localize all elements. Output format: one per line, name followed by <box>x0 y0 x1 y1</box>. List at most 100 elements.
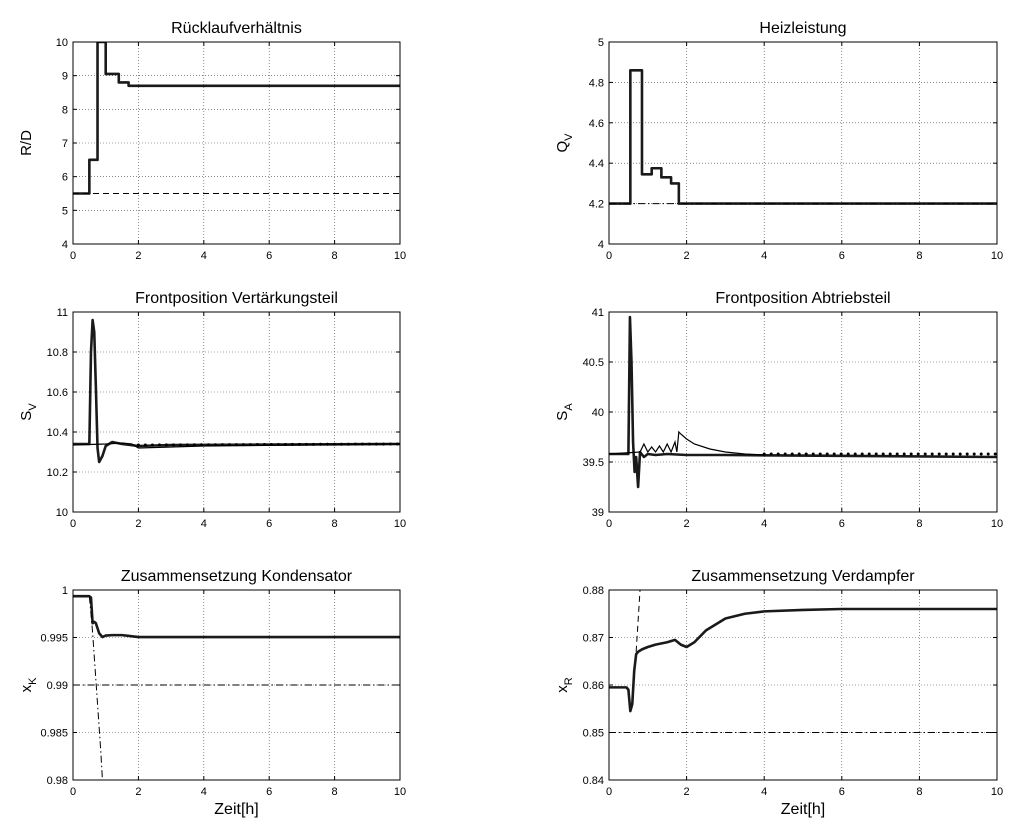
chart-title: Rücklaufverhältnis <box>171 20 302 37</box>
y-axis-label-main: R/D <box>18 130 35 156</box>
y-axis-label-main: Q <box>554 141 571 153</box>
x-tick-label: 2 <box>684 250 690 262</box>
y-tick-label: 0.99 <box>47 680 68 692</box>
chart-title: Heizleistung <box>759 20 846 37</box>
chart-heiz: Heizleistung 0 2 4 6 8 10 4 4.2 4.4 4.6 4.8 5 QV <box>554 20 1003 262</box>
y-tick-label: 4.8 <box>589 77 604 89</box>
y-tick-label: 4 <box>598 239 604 251</box>
x-tick-label: 0 <box>70 518 76 530</box>
y-tick-label: 4.2 <box>589 199 604 211</box>
y-axis-label: SA <box>554 403 575 421</box>
y-tick-label: 9 <box>62 71 68 83</box>
x-tick-label: 2 <box>135 518 141 530</box>
x-tick-label: 10 <box>991 518 1003 530</box>
x-tick-label: 8 <box>332 518 338 530</box>
x-tick-label: 8 <box>916 518 922 530</box>
x-tick-label: 2 <box>684 786 690 798</box>
series-line-ref <box>635 590 641 652</box>
y-tick-label: 0.86 <box>583 680 604 692</box>
y-axis-label: R/D <box>18 130 35 156</box>
y-tick-label: 11 <box>57 307 68 319</box>
series-group <box>73 42 400 195</box>
x-tick-label: 10 <box>394 518 406 530</box>
series-line-thin <box>609 430 765 456</box>
chart-title: Frontposition Abtriebsteil <box>715 290 890 307</box>
y-axis-label-subscript: R <box>563 677 575 685</box>
chart-front-v: Frontposition Vertärkungsteil 0 2 4 6 8 10 10 10… <box>18 290 406 530</box>
series-group <box>73 318 400 464</box>
y-axis-label: xK <box>18 677 39 693</box>
chart-title: Zusammensetzung Verdampfer <box>691 568 915 585</box>
y-axis-label-main: S <box>18 411 35 421</box>
y-tick-label: 0.88 <box>583 585 604 597</box>
x-tick-label: 6 <box>839 250 845 262</box>
y-tick-label: 40.5 <box>583 357 604 369</box>
y-tick-label: 4 <box>62 239 68 251</box>
y-tick-label: 0.87 <box>583 633 604 645</box>
y-axis-label-main: x <box>18 684 35 692</box>
y-tick-label: 10.8 <box>47 347 68 359</box>
chart-title: Zusammensetzung Kondensator <box>121 568 353 585</box>
x-tick-label: 2 <box>684 518 690 530</box>
plot-frame <box>608 589 998 781</box>
y-tick-label: 0.84 <box>583 775 604 787</box>
y-axis-label-subscript: V <box>27 403 39 411</box>
x-tick-label: 6 <box>266 250 272 262</box>
x-axis-label: Zeit[h] <box>781 801 825 818</box>
x-tick-label: 0 <box>606 250 612 262</box>
series-line-refdd <box>88 596 103 780</box>
y-tick-label: 0.985 <box>40 728 68 740</box>
x-tick-label: 10 <box>394 250 406 262</box>
x-tick-label: 8 <box>916 786 922 798</box>
x-tick-label: 8 <box>916 250 922 262</box>
x-tick-label: 2 <box>135 786 141 798</box>
series-line-dots <box>136 442 400 447</box>
x-tick-label: 4 <box>761 518 767 530</box>
y-tick-label: 7 <box>62 138 68 150</box>
chart-front-a: Frontposition Abtriebsteil 0 2 4 6 8 10 39 39.5 4… <box>554 290 1003 530</box>
y-tick-label: 4.4 <box>589 158 604 170</box>
x-tick-label: 6 <box>839 518 845 530</box>
series-line-main <box>609 68 997 205</box>
plot-frame <box>608 41 998 245</box>
y-tick-label: 39.5 <box>583 457 604 469</box>
x-tick-label: 4 <box>761 250 767 262</box>
series-line-main <box>73 318 400 464</box>
series-line-main <box>609 607 997 713</box>
y-tick-label: 39 <box>592 507 604 519</box>
x-tick-label: 0 <box>70 250 76 262</box>
y-axis-label-subscript: V <box>563 133 575 141</box>
x-tick-label: 10 <box>394 786 406 798</box>
x-tick-label: 6 <box>266 786 272 798</box>
y-tick-label: 10 <box>56 507 68 519</box>
y-tick-label: 10.4 <box>47 427 68 439</box>
x-tick-label: 0 <box>606 786 612 798</box>
y-tick-label: 41 <box>592 307 604 319</box>
y-axis-label: xR <box>554 677 575 693</box>
x-axis-label: Zeit[h] <box>214 801 258 818</box>
plot-frame <box>72 41 401 245</box>
series-line-main <box>73 594 400 639</box>
x-tick-label: 4 <box>761 786 767 798</box>
x-tick-label: 6 <box>266 518 272 530</box>
y-tick-label: 0.85 <box>583 728 604 740</box>
x-tick-label: 8 <box>332 250 338 262</box>
x-tick-label: 6 <box>839 786 845 798</box>
x-tick-label: 4 <box>201 786 207 798</box>
plot-frame <box>72 311 401 513</box>
chart-title: Frontposition Vertärkungsteil <box>135 290 338 307</box>
x-tick-label: 10 <box>991 786 1003 798</box>
series-group <box>73 594 400 780</box>
series-group <box>609 590 997 733</box>
y-tick-label: 4.6 <box>589 118 604 130</box>
chart-x-kond: Zusammensetzung Kondensator 0 2 4 6 8 10 0.98 0.… <box>18 568 406 818</box>
chart-x-verd: Zusammensetzung Verdampfer 0 2 4 6 8 10 0.84 0.8… <box>554 568 1003 818</box>
plot-frame <box>608 311 998 513</box>
x-tick-label: 0 <box>606 518 612 530</box>
x-tick-label: 10 <box>991 250 1003 262</box>
y-axis-label-main: S <box>554 411 571 421</box>
y-tick-label: 10.2 <box>47 467 68 479</box>
y-axis-label-subscript: K <box>27 677 39 685</box>
plot-frame <box>72 589 401 781</box>
